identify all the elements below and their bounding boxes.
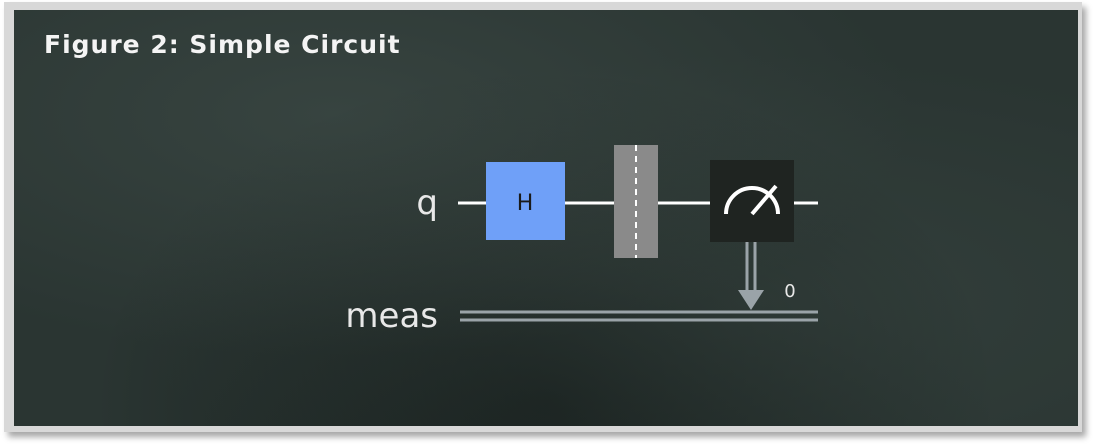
meter-arc-icon [724,186,780,215]
figure-title: Figure 2: Simple Circuit [44,30,401,59]
classical-register-label: meas [345,296,438,336]
measure-arrow-icon [738,290,764,310]
hadamard-gate-label: H [517,191,534,216]
qubit-label: q [416,183,438,223]
hadamard-gate [486,162,565,240]
meter-needle-icon [750,184,778,216]
classical-bit-index: 0 [784,281,795,302]
measurement-gate [710,160,794,242]
